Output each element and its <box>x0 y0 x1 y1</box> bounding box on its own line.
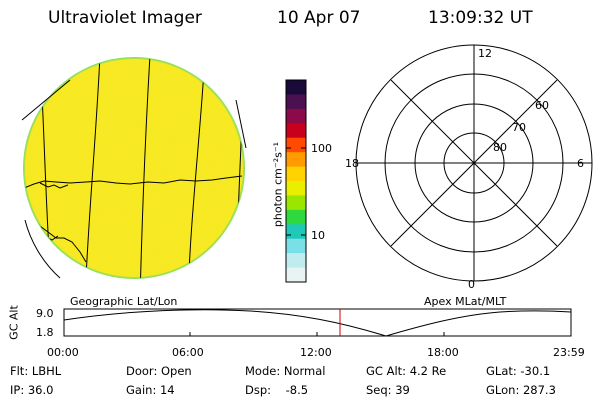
mlat-label-70: 70 <box>512 121 526 134</box>
colorbar-band <box>286 253 306 268</box>
colorbar-band <box>286 109 306 124</box>
colorbar-band <box>286 239 306 254</box>
apex-section-label: Apex MLat/MLT <box>424 295 506 308</box>
colorbar-band <box>286 138 306 153</box>
mlt-label-0: 0 <box>468 278 475 291</box>
info-seq: Seq: 39 <box>366 383 410 397</box>
mlat-label-60: 60 <box>535 99 549 112</box>
colorbar-tick-100: 100 <box>311 142 332 155</box>
polar-plot <box>356 45 592 281</box>
colorbar-band <box>286 195 306 210</box>
altitude-y-label: GC Alt <box>8 303 21 343</box>
colorbar-tick-10: 10 <box>311 229 325 242</box>
colorbar-band <box>286 167 306 182</box>
info-ip: IP: 36.0 <box>10 383 53 397</box>
uv-earth-image <box>20 55 250 300</box>
info-dsp: Dsp: -8.5 <box>245 383 308 397</box>
info-gc-alt: GC Alt: 4.2 Re <box>366 364 446 378</box>
colorbar-band <box>286 123 306 138</box>
colorbar-band <box>286 268 306 283</box>
colorbar <box>286 80 306 283</box>
colorbar-band <box>286 181 306 196</box>
mlt-label-12: 12 <box>478 47 492 60</box>
colorbar-band <box>286 94 306 109</box>
info-gain: Gain: 14 <box>126 383 175 397</box>
altitude-plot-frame <box>64 309 571 336</box>
altitude-y-tick-min: 1.8 <box>36 326 54 339</box>
info-filter: Flt: LBHL <box>10 364 61 378</box>
geographic-section-label: Geographic Lat/Lon <box>70 295 177 308</box>
mlt-label-18: 18 <box>345 157 359 170</box>
colorbar-band <box>286 224 306 239</box>
colorbar-band <box>286 210 306 225</box>
colorbar-band <box>286 152 306 167</box>
mlt-label-6: 6 <box>577 157 584 170</box>
time-tick-1800: 18:00 <box>427 346 459 359</box>
info-door: Door: Open <box>126 364 192 378</box>
altitude-x-ticks <box>190 332 444 336</box>
info-mode: Mode: Normal <box>245 364 325 378</box>
info-glon: GLon: 287.3 <box>486 383 556 397</box>
time-tick-0600: 06:00 <box>172 346 204 359</box>
altitude-plot <box>64 309 571 336</box>
colorbar-band <box>286 80 306 95</box>
colorbar-unit-label: photon cm⁻²s⁻¹ <box>272 115 285 255</box>
time-tick-1200: 12:00 <box>300 346 332 359</box>
time-tick-0000: 00:00 <box>47 346 79 359</box>
info-glat: GLat: -30.1 <box>486 364 550 378</box>
mlat-label-80: 80 <box>493 141 507 154</box>
time-tick-2359: 23:59 <box>553 346 585 359</box>
altitude-y-tick-max: 9.0 <box>36 307 54 320</box>
